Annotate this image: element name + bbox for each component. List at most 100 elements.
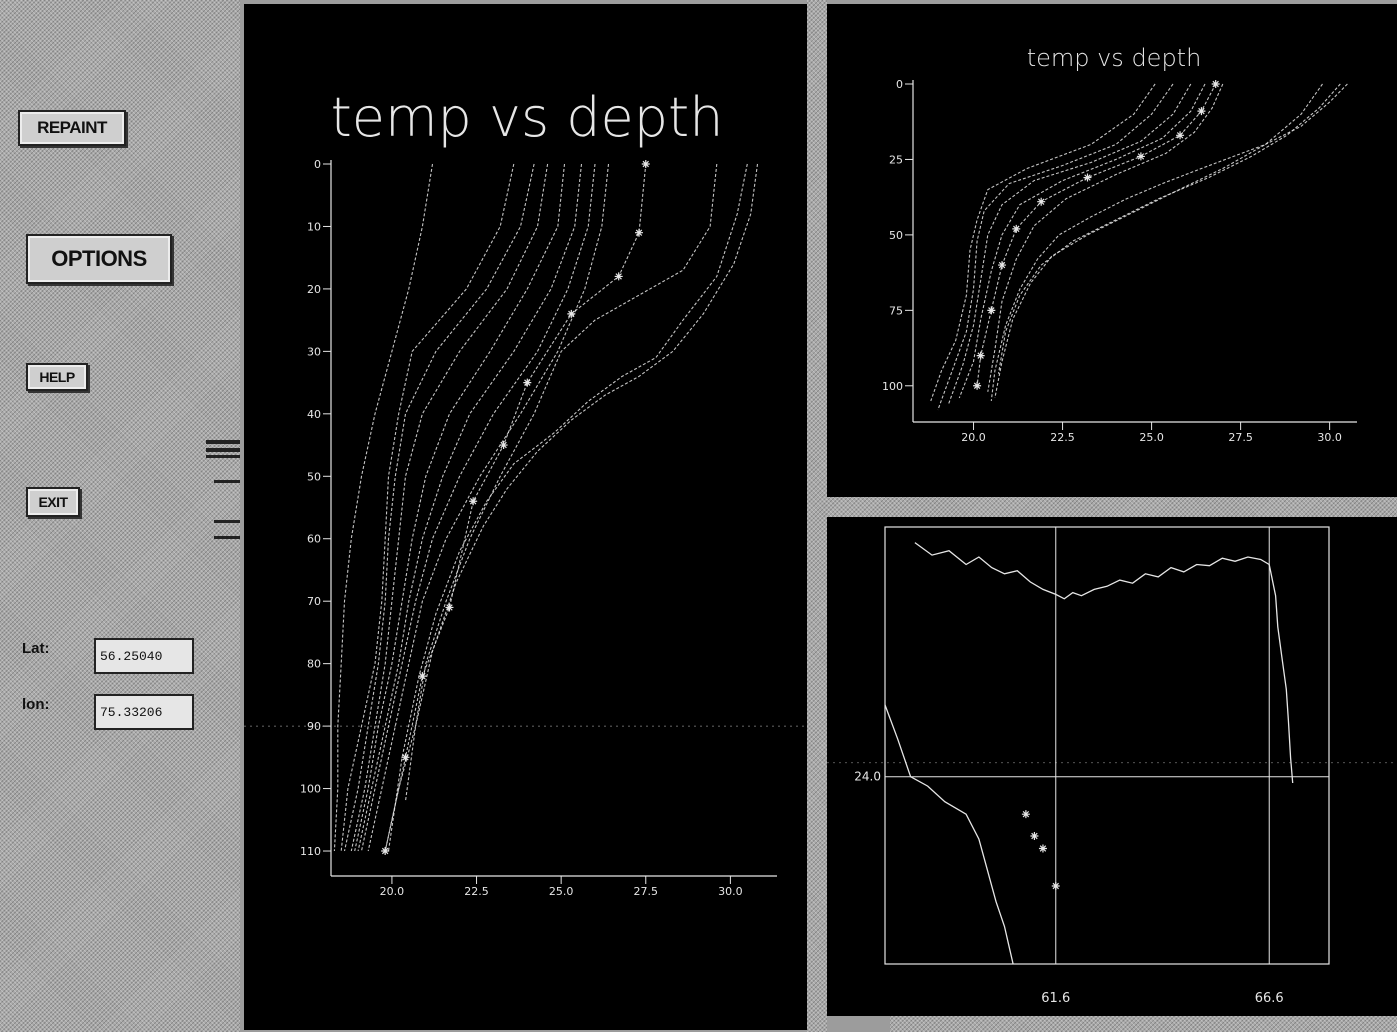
star-marker [567, 309, 576, 318]
sash-handle[interactable] [206, 448, 240, 452]
sash-handle[interactable] [214, 536, 240, 539]
star-marker [976, 351, 985, 360]
profile-line [937, 83, 1174, 411]
star-marker [1136, 152, 1145, 161]
profile-line [357, 163, 583, 852]
track-line [884, 704, 1014, 965]
star-marker [1038, 844, 1047, 853]
profile-line [958, 83, 1206, 399]
y-tick-label: 75 [889, 304, 903, 317]
exit-button[interactable]: EXIT [26, 487, 80, 517]
star-marker [987, 306, 996, 315]
y-tick-label: 110 [300, 845, 321, 858]
profile-line [976, 83, 1217, 386]
x-tick-label: 20.0 [380, 885, 405, 898]
star-marker [998, 261, 1007, 270]
x-tick-label: 22.5 [1050, 431, 1075, 444]
main-temp-depth-chart: temp vs depth 0 10 20 30 40 50 60 70 80 90 100 110 20… [244, 86, 807, 898]
star-marker [381, 847, 390, 856]
profile-line [367, 163, 610, 852]
profile-line [343, 163, 535, 852]
star-marker [401, 753, 410, 762]
lon-field[interactable]: 75.33206 [94, 694, 194, 730]
main-plot-panel: temp vs depth 0 10 20 30 40 50 60 70 80 90 100 110 20… [244, 4, 807, 1030]
profile-line [948, 83, 1192, 405]
repaint-button[interactable]: REPAINT [18, 110, 126, 146]
sash-handle[interactable] [214, 520, 240, 523]
star-marker [1197, 107, 1206, 116]
help-button[interactable]: HELP [26, 363, 88, 391]
star-marker [1037, 197, 1046, 206]
star-marker [499, 441, 508, 450]
plot-frame [884, 526, 1330, 965]
y-tick-label: 0 [896, 78, 903, 91]
star-marker [973, 381, 982, 390]
star-marker [523, 378, 532, 387]
y-tick-label: 70 [307, 595, 321, 608]
star-marker [1012, 224, 1021, 233]
horizontal-divider[interactable] [827, 497, 1397, 517]
y-tick-label: 100 [882, 380, 903, 393]
lat-label: Lat: [22, 640, 50, 657]
y-tick-label: 10 [307, 220, 321, 233]
star-marker [635, 228, 643, 237]
star-marker [1083, 173, 1092, 182]
x-tick-label: 25.0 [549, 885, 574, 898]
x-tick-label: 27.5 [1228, 431, 1253, 444]
x-tick-label: 66.6 [1255, 991, 1284, 1006]
secondary-plot-panel: temp vs depth 0 25 50 75 100 20.0 22.5 25.0 27.5 3… [827, 4, 1397, 497]
sash-handle[interactable] [206, 455, 240, 458]
y-tick-label: 60 [307, 533, 321, 546]
y-tick-label: 40 [307, 408, 321, 421]
profile-line [333, 163, 434, 852]
x-tick-label: 22.5 [464, 885, 489, 898]
profile-line [990, 83, 1348, 401]
chart-title: temp vs depth [1027, 44, 1202, 72]
control-sidebar: REPAINT OPTIONS HELP EXIT Lat: 56.25040 … [0, 0, 240, 1032]
profile-line [930, 83, 1156, 402]
y-tick-label: 25 [889, 153, 903, 166]
star-marker [641, 160, 650, 168]
x-tick-label: 61.6 [1041, 991, 1070, 1006]
y-tick-label: 80 [307, 658, 321, 671]
x-tick-label: 27.5 [634, 885, 659, 898]
x-tick-label: 20.0 [961, 431, 986, 444]
star-marker [1176, 131, 1185, 140]
profile-line [360, 163, 596, 852]
star-marker [1051, 881, 1060, 890]
track-line [914, 542, 1294, 784]
profile-line [404, 163, 759, 802]
sash-handle[interactable] [206, 440, 240, 444]
profile-line [997, 83, 1341, 374]
options-button[interactable]: OPTIONS [26, 234, 172, 284]
profile-line [350, 163, 549, 852]
y-tick-label: 30 [307, 345, 321, 358]
star-marker [469, 497, 478, 506]
profile-line [354, 163, 566, 852]
y-tick-label: 90 [307, 720, 321, 733]
y-tick-label: 100 [300, 783, 321, 796]
secondary-temp-depth-chart: temp vs depth 0 25 50 75 100 20.0 22.5 25.0 27.5 3… [882, 44, 1357, 444]
y-tick-label: 20 [307, 283, 321, 296]
profile-line [384, 163, 718, 852]
y-tick-label: 0 [314, 158, 321, 171]
chart-title: temp vs depth [331, 86, 724, 149]
star-marker [1021, 810, 1030, 819]
bottom-scrollbar[interactable] [890, 1016, 1397, 1032]
lon-label: lon: [22, 696, 50, 713]
lat-field[interactable]: 56.25040 [94, 638, 194, 674]
star-marker [614, 272, 623, 281]
star-marker [445, 603, 454, 612]
profile-line [987, 83, 1224, 392]
x-tick-label: 25.0 [1139, 431, 1164, 444]
x-tick-label: 30.0 [1317, 431, 1342, 444]
profile-line [384, 163, 647, 852]
vertical-divider[interactable] [807, 0, 827, 1032]
sash-handle[interactable] [214, 480, 240, 483]
star-marker [418, 672, 427, 681]
y-tick-label: 50 [307, 470, 321, 483]
profile-line [994, 83, 1323, 399]
x-tick-label: 30.0 [718, 885, 743, 898]
y-tick-label: 50 [889, 229, 903, 242]
track-plot-panel: 24.0 61.6 66.6 [827, 517, 1397, 1016]
